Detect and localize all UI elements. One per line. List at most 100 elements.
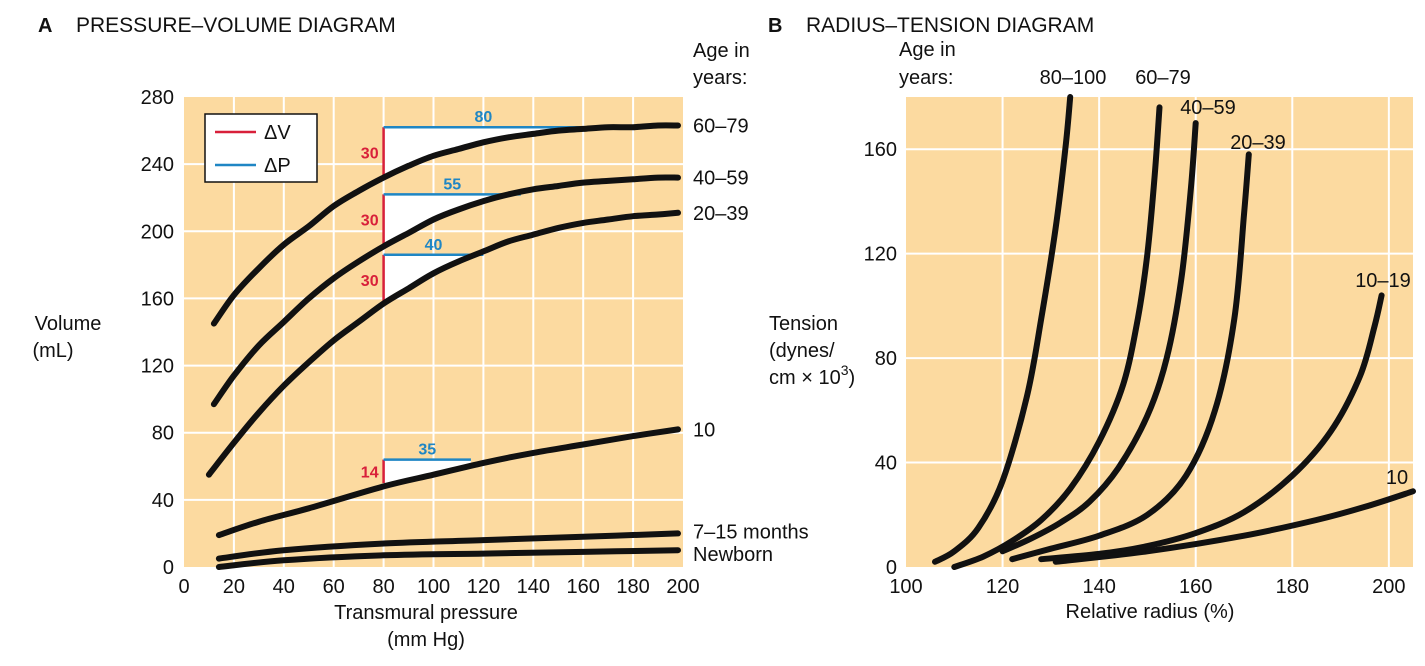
panel-a-series-label: 7–15 months	[693, 521, 809, 543]
panel-b-y-label-close: )	[849, 367, 856, 389]
panel-b-x-tick-label: 100	[889, 576, 922, 598]
panel-a-title: PRESSURE–VOLUME DIAGRAM	[76, 14, 396, 37]
delta-v-value-label: 30	[361, 213, 379, 230]
compliance-triangle-fill	[383, 127, 584, 178]
panel-b-series-header-line2: years:	[899, 67, 953, 89]
panel-a-compliance-triangles: 30 80 30 55 30 40 14 35	[361, 109, 584, 487]
panel-b-curves	[932, 94, 1416, 570]
panel-b-letter: B	[768, 15, 782, 37]
panel-a-y-label-line1: Volume	[35, 313, 102, 335]
panel-a-y-tick-label: 0	[163, 557, 174, 579]
panel-a-series-label: 40–59	[693, 168, 749, 190]
panel-a-curve	[215, 426, 681, 539]
panel-a-y-tick-label: 160	[141, 288, 174, 310]
panel-b-series-label: 60–79	[1135, 67, 1191, 89]
panel-a-x-tick-label: 140	[517, 576, 550, 598]
panel-a-x-tick-label: 200	[666, 576, 699, 598]
panel-b-series-label: 80–100	[1040, 67, 1107, 89]
panel-a-x-tick-label: 40	[273, 576, 295, 598]
panel-a-letter: A	[38, 15, 52, 37]
panel-a-x-label-line1: Transmural pressure	[334, 602, 518, 624]
panel-b-title: RADIUS–TENSION DIAGRAM	[806, 14, 1094, 37]
delta-p-value-label: 40	[425, 237, 443, 254]
panel-b-y-tick-label: 80	[875, 348, 897, 370]
panel-b-series-labels: 80–100 60–79 40–59 20–39 10–19 10	[1040, 67, 1411, 489]
panel-b-x-tick-label: 200	[1372, 576, 1405, 598]
legend-delta-v-label: ΔV	[264, 122, 291, 144]
panel-b-x-tick-label: 120	[986, 576, 1019, 598]
panel-a-x-label-line2: (mm Hg)	[387, 629, 465, 651]
panel-a-curves	[205, 122, 681, 570]
compliance-triangle-fill	[383, 254, 484, 306]
panel-b-y-tick-label: 40	[875, 453, 897, 475]
panel-b-y-label-exponent: 3	[841, 362, 849, 378]
panel-b-x-tick-label: 140	[1082, 576, 1115, 598]
panel-a-x-tick-label: 0	[178, 576, 189, 598]
panel-a-x-tick-label: 20	[223, 576, 245, 598]
panel-a-series-label: 10	[693, 419, 715, 441]
panel-b-series-header-line1: Age in	[899, 39, 956, 61]
panel-a-series-label: 60–79	[693, 116, 749, 138]
panel-a-y-tick-label: 280	[141, 87, 174, 109]
panel-b-series-label: 10–19	[1355, 270, 1411, 292]
panel-a-curve	[205, 209, 681, 478]
panel-a-y-tick-label: 120	[141, 356, 174, 378]
panel-b-y-label-unit: cm × 10	[769, 367, 841, 389]
delta-v-value-label: 14	[361, 464, 379, 481]
legend-delta-p-label: ΔP	[264, 155, 291, 177]
panel-b-curve	[951, 104, 1163, 570]
panel-a-x-tick-label: 60	[323, 576, 345, 598]
panel-a-x-tick-label: 120	[467, 576, 500, 598]
panel-a-curve	[210, 174, 681, 408]
panel-b-series-label: 20–39	[1230, 132, 1286, 154]
panel-b-x-tick-label: 180	[1276, 576, 1309, 598]
panel-a-series-header-line2: years:	[693, 67, 747, 89]
panel-b-curve	[1052, 488, 1416, 565]
panel-b-curve	[932, 94, 1074, 565]
panel-a-y-tick-label: 240	[141, 154, 174, 176]
delta-p-value-label: 35	[418, 442, 436, 459]
compliance-triangle-fill	[383, 194, 521, 247]
panel-b-curve	[1009, 151, 1252, 563]
panel-a-curve	[215, 530, 681, 562]
delta-p-value-label: 80	[475, 109, 493, 126]
panel-b-x-label: Relative radius (%)	[1066, 601, 1235, 623]
delta-v-value-label: 30	[361, 145, 379, 162]
panel-b-series-label: 40–59	[1180, 97, 1236, 119]
panel-a-x-tick-label: 100	[417, 576, 450, 598]
panel-b-y-label-line3: cm × 103)	[769, 362, 855, 389]
panel-a-series-header-line1: Age in	[693, 40, 750, 62]
panel-b-y-tick-label: 120	[864, 244, 897, 266]
panel-b-y-label-line2: (dynes/	[769, 340, 835, 362]
delta-v-value-label: 30	[361, 273, 379, 290]
panel-b: B RADIUS–TENSION DIAGRAM Age in years: 1…	[768, 14, 1416, 623]
panel-a-tick-labels: 0 20 40 60 80 100 120 140 160 180 200 0 40 80 120 160 20…	[141, 87, 700, 598]
panel-a-y-tick-label: 40	[152, 490, 174, 512]
panel-a-x-tick-label: 80	[372, 576, 394, 598]
panel-a-y-tick-label: 200	[141, 221, 174, 243]
panel-a-curve	[210, 122, 681, 327]
legend-box	[204, 113, 318, 183]
legend: ΔV ΔP	[204, 113, 318, 183]
panel-a: A PRESSURE–VOLUME DIAGRAM 0 20 40 60 80 100 12…	[32, 14, 808, 651]
panel-b-series-label: 10	[1386, 467, 1408, 489]
panel-b-y-tick-label: 160	[864, 139, 897, 161]
delta-p-value-label: 55	[443, 176, 461, 193]
panel-b-curve	[999, 120, 1199, 555]
panel-a-curve	[215, 547, 681, 570]
panel-b-y-label-line1: Tension	[769, 313, 838, 335]
panel-a-grid	[184, 97, 683, 567]
panel-b-curve	[1038, 292, 1385, 563]
panel-b-y-tick-label: 0	[886, 557, 897, 579]
panel-a-y-tick-label: 80	[152, 423, 174, 445]
panel-a-y-label-line2: (mL)	[32, 340, 73, 362]
panel-a-series-label: 20–39	[693, 203, 749, 225]
panel-b-x-tick-label: 160	[1179, 576, 1212, 598]
panel-b-tick-labels: 100 120 140 160 180 200 0 40 80 120 160	[864, 139, 1406, 598]
panel-a-series-label: Newborn	[693, 544, 773, 566]
panel-b-plot-area	[906, 97, 1413, 567]
panel-a-x-tick-label: 180	[616, 576, 649, 598]
